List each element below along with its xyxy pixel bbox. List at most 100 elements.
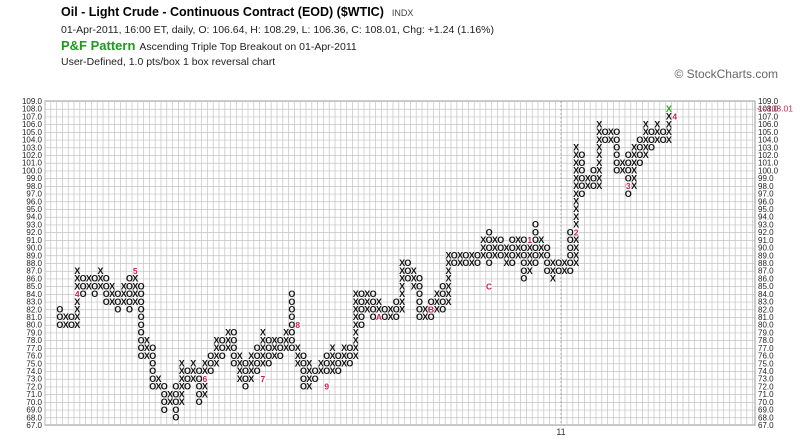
o-box: O	[103, 297, 110, 307]
y-tick-label-right: 78.0	[758, 336, 774, 345]
x-box: X	[341, 343, 347, 353]
o-box: O	[254, 366, 261, 376]
y-tick-label-left: 101.0	[22, 159, 43, 168]
y-tick-label-left: 69.0	[26, 406, 42, 415]
o-box: O	[312, 366, 319, 376]
x-box: X	[573, 142, 579, 152]
o-box: O	[288, 304, 295, 314]
y-tick-label-right: 95.0	[758, 205, 774, 214]
x-box: X	[469, 258, 475, 268]
o-box: O	[91, 274, 98, 284]
o-box: O	[602, 127, 609, 137]
month-marker-bg	[625, 182, 632, 190]
x-box: X	[399, 258, 405, 268]
y-tick-label-right: 76.0	[758, 352, 774, 361]
y-tick-label-right: 72.0	[758, 382, 774, 391]
pattern-label: P&F Pattern	[61, 38, 136, 53]
x-box: X	[387, 304, 393, 314]
o-box: O	[416, 289, 423, 299]
o-box: O	[138, 297, 145, 307]
x-box: X	[573, 220, 579, 230]
o-box: O	[346, 358, 353, 368]
x-box: X	[248, 358, 254, 368]
o-box: O	[126, 304, 133, 314]
o-box: O	[428, 297, 435, 307]
x-box: X	[643, 150, 649, 160]
chart-title: Oil - Light Crude - Continuous Contract …	[61, 5, 413, 19]
o-box: O	[578, 189, 585, 199]
x-box: X	[492, 243, 498, 253]
y-tick-label-right: 93.0	[758, 220, 774, 229]
y-tick-label-left: 96.0	[26, 197, 42, 206]
o-box: O	[613, 142, 620, 152]
o-box: O	[138, 281, 145, 291]
x-box: X	[376, 297, 382, 307]
y-tick-label-left: 72.0	[26, 382, 42, 391]
y-tick-label-left: 82.0	[26, 305, 42, 314]
x-box: X	[225, 335, 231, 345]
o-box: O	[103, 289, 110, 299]
month-marker-bg	[428, 305, 434, 313]
y-tick-label-left: 78.0	[26, 336, 42, 345]
o-box: O	[80, 274, 87, 284]
x-box: X	[318, 366, 324, 376]
o-box: O	[56, 320, 63, 330]
o-box: O	[196, 382, 203, 392]
x-box: X	[411, 266, 417, 276]
x-box: X	[573, 166, 579, 176]
o-box: O	[544, 250, 551, 260]
o-box: O	[555, 266, 562, 276]
x-box: X	[97, 274, 103, 284]
o-box: O	[660, 135, 667, 145]
o-box: O	[520, 243, 527, 253]
month-marker: C	[486, 281, 492, 291]
x-box: X	[260, 351, 266, 361]
o-box: O	[219, 335, 226, 345]
o-box: O	[196, 389, 203, 399]
o-box: O	[265, 343, 272, 353]
o-box: O	[613, 127, 620, 137]
o-box: O	[636, 142, 643, 152]
x-box: X	[399, 266, 405, 276]
x-box: X	[666, 127, 672, 137]
x-box: X	[573, 212, 579, 222]
x-box: X	[306, 382, 312, 392]
y-tick-label-left: 67.0	[26, 421, 42, 430]
o-box: O	[625, 189, 632, 199]
y-tick-label-left: 94.0	[26, 213, 42, 222]
x-box: X	[63, 312, 69, 322]
x-box: X	[283, 328, 289, 338]
x-box: X	[283, 335, 289, 345]
y-tick-label-left: 75.0	[26, 359, 42, 368]
o-box: O	[486, 227, 493, 237]
o-box: O	[567, 266, 574, 276]
x-box: X	[353, 304, 359, 314]
o-box: O	[172, 405, 179, 415]
pattern-line: P&F Pattern Ascending Triple Top Breakout…	[61, 38, 357, 53]
o-box: O	[358, 297, 365, 307]
x-box: X	[376, 304, 382, 314]
y-tick-label-right: 75.0	[758, 359, 774, 368]
o-box: O	[149, 358, 156, 368]
y-tick-label-left: 97.0	[26, 190, 42, 199]
x-box: X	[666, 135, 672, 145]
o-box: O	[439, 281, 446, 291]
y-tick-label-right: 81.0	[758, 313, 774, 322]
x-box: X	[364, 304, 370, 314]
x-box: X	[144, 343, 150, 353]
x-box: X	[271, 343, 277, 353]
x-box: X	[364, 289, 370, 299]
x-box: X	[596, 127, 602, 137]
x-box: X	[144, 351, 150, 361]
o-box: O	[230, 343, 237, 353]
x-box: X	[353, 351, 359, 361]
o-box: O	[358, 320, 365, 330]
x-box: X	[237, 351, 243, 361]
x-box: X	[399, 289, 405, 299]
x-box: X	[121, 297, 127, 307]
y-tick-label-right: 98.0	[758, 182, 774, 191]
x-box: X	[155, 382, 161, 392]
title-text: Oil - Light Crude - Continuous Contract …	[61, 5, 384, 19]
x-box: X	[329, 343, 335, 353]
y-tick-label-right: 85.0	[758, 282, 774, 291]
